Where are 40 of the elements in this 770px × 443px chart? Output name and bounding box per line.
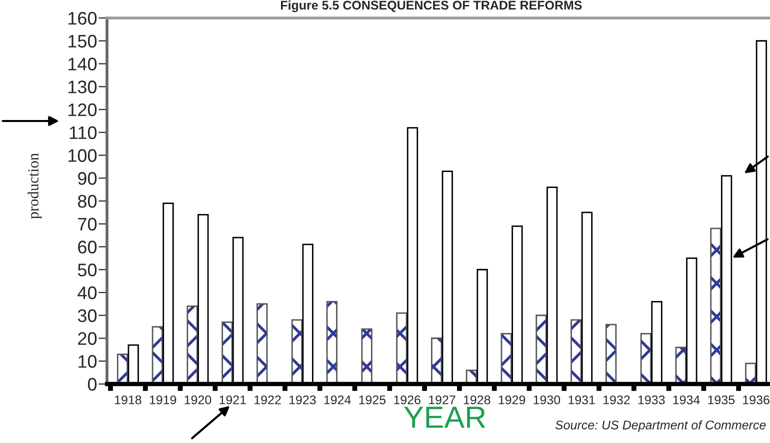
- y-tick-label: 160: [68, 12, 97, 25]
- x-tick-label: 1923: [289, 395, 316, 404]
- x-tick-label: 1918: [114, 395, 142, 404]
- x-tick-label: 1921: [220, 395, 246, 404]
- y-tick-label: 30: [78, 309, 97, 322]
- x-tick-label: 1930: [534, 395, 560, 404]
- x-tick-label: 1927: [429, 395, 456, 404]
- y-tick-label: 10: [78, 355, 97, 368]
- x-tick-label: 1919: [150, 395, 176, 404]
- y-tick-label: 50: [78, 264, 97, 276]
- x-tick-label: 1926: [394, 395, 420, 404]
- y-tick-label: 120: [68, 103, 97, 116]
- x-tick-label: 1935: [708, 395, 735, 404]
- x-tick-label: 1925: [359, 395, 386, 404]
- y-tick-label: 90: [78, 172, 97, 185]
- x-tick-label: 1936: [743, 395, 770, 404]
- x-tick-label: 1929: [498, 395, 526, 404]
- y-tick-label: 80: [78, 194, 97, 208]
- y-tick-label: 70: [78, 218, 97, 231]
- y-axis-title: production: [28, 153, 42, 219]
- chart-title: Figure 5.5 CONSEQUENCES OF TRADE REFORMS: [280, 0, 582, 12]
- x-tick-label: 1933: [638, 395, 665, 404]
- y-tick-label: 140: [68, 58, 97, 70]
- y-tick-label: 130: [68, 80, 97, 94]
- x-tick-label: 1931: [568, 395, 595, 404]
- x-tick-label: 1932: [604, 395, 630, 404]
- y-tick-label: 100: [68, 149, 97, 162]
- source-note: Source: US Department of Commerce: [555, 420, 766, 432]
- y-tick-label: 20: [78, 332, 97, 345]
- x-tick-label: 1922: [254, 395, 281, 404]
- y-tick-label: 0: [88, 378, 97, 391]
- x-tick-label: 1920: [184, 395, 212, 404]
- x-axis-title: YEAR: [404, 406, 486, 428]
- x-tick-label: 1924: [324, 395, 351, 404]
- y-tick-label: 60: [78, 240, 97, 254]
- y-tick-label: 110: [70, 126, 97, 140]
- x-tick-label: 1928: [464, 395, 490, 404]
- x-tick-label: 1934: [673, 395, 700, 404]
- y-tick-label: 40: [78, 286, 97, 300]
- y-tick-label: 150: [68, 34, 97, 48]
